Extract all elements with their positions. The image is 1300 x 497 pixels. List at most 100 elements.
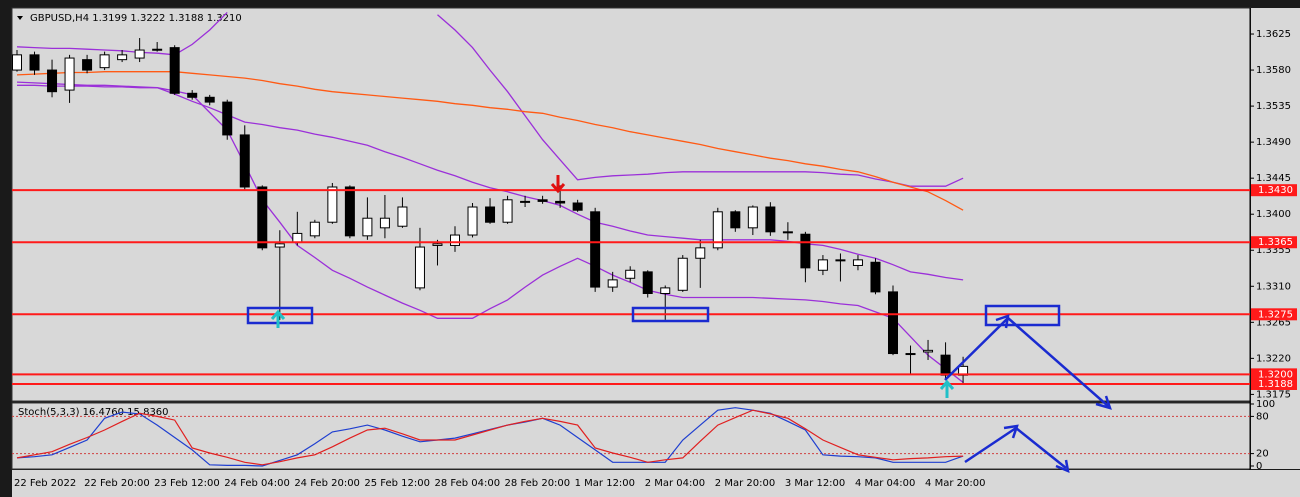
candle-body — [852, 259, 863, 266]
y-tick-label: 1.3400 — [1256, 209, 1291, 220]
candle-body — [204, 96, 215, 103]
level-tag — [1251, 308, 1297, 321]
x-tick-label: 22 Feb 2022 — [14, 478, 76, 489]
arrow-head — [995, 314, 1112, 410]
level-label: 1.3365 — [1258, 237, 1293, 248]
y-tick-label: 1.3535 — [1256, 101, 1291, 112]
candle-body — [677, 257, 688, 291]
y-tick-label: 100 — [1256, 399, 1275, 410]
plot: 1.3625 1.3580 1.3535 1.3490 1.3445 1.3400 1.33… — [12, 11, 1297, 489]
x-tick-label: 28 Feb 20:00 — [505, 478, 571, 489]
candle-body — [572, 202, 583, 211]
y-tick-label: 1.3310 — [1256, 281, 1291, 292]
candle-body — [485, 206, 496, 223]
candle-body — [835, 259, 846, 262]
candle-body — [870, 261, 881, 293]
x-tick-label: 28 Feb 04:00 — [434, 478, 500, 489]
candle-body — [537, 199, 548, 202]
candle-body — [695, 247, 706, 259]
level-label: 1.3188 — [1258, 379, 1293, 390]
stoch-title: Stoch(5,3,3) 16.4760 15.8360 — [18, 407, 169, 418]
candle-body — [47, 69, 58, 93]
candle-body — [467, 206, 478, 236]
x-tick-label: 22 Feb 20:00 — [84, 478, 150, 489]
x-tick-label: 3 Mar 12:00 — [785, 478, 845, 489]
candle-body — [923, 349, 934, 353]
candle-body — [520, 200, 531, 203]
level-label: 1.3200 — [1258, 369, 1293, 380]
candle-body — [712, 211, 723, 249]
stoch-panel — [11, 402, 1251, 470]
candle-body — [397, 206, 408, 227]
arrow-head — [1003, 424, 1070, 474]
zone-box — [984, 304, 1061, 327]
candle-body — [782, 231, 793, 234]
candle-body — [169, 47, 180, 94]
candle-body — [117, 54, 128, 61]
candle-body — [765, 206, 776, 233]
candle-body — [607, 279, 618, 288]
candle-body — [292, 232, 303, 243]
buy-arrow — [939, 379, 955, 398]
candle-body — [379, 217, 390, 229]
level-tag — [1251, 368, 1297, 381]
y-tick-label: 1.3625 — [1256, 29, 1291, 40]
level-tag — [1251, 377, 1297, 390]
candle-body — [274, 243, 285, 248]
candle-body — [29, 54, 40, 71]
candle-body — [239, 134, 250, 188]
candle-body — [309, 221, 320, 237]
x-tick-label: 24 Feb 20:00 — [294, 478, 360, 489]
candle-body — [152, 48, 163, 51]
candle-body — [222, 101, 233, 136]
candle-body — [660, 287, 671, 294]
candle-body — [327, 186, 338, 223]
candle-body — [12, 54, 22, 71]
candle-body — [134, 49, 145, 59]
y-tick-label: 1.3265 — [1256, 317, 1291, 328]
candle-body — [940, 354, 951, 376]
panel-content — [12, 11, 1250, 385]
candle-body — [64, 57, 75, 91]
x-tick-label: 25 Feb 12:00 — [364, 478, 430, 489]
x-tick-label: 23 Feb 12:00 — [154, 478, 220, 489]
candle-body — [362, 217, 373, 237]
candle-body — [344, 186, 355, 237]
y-tick-label: 0 — [1256, 461, 1262, 472]
candle-body — [99, 54, 110, 69]
level-label: 1.3275 — [1258, 309, 1293, 320]
candle-body — [257, 186, 268, 249]
y-tick-label: 1.3220 — [1256, 353, 1291, 364]
level-tag — [1251, 236, 1297, 249]
panel-content — [12, 407, 1250, 467]
x-tick-label: 24 Feb 04:00 — [224, 478, 290, 489]
level-label: 1.3430 — [1258, 185, 1293, 196]
time-axis — [12, 470, 1300, 497]
y-tick-label: 80 — [1256, 411, 1269, 422]
candle-body — [82, 59, 93, 71]
y-tick-label: 1.3355 — [1256, 245, 1291, 256]
candle-body — [730, 211, 741, 229]
y-tick-label: 1.3490 — [1256, 137, 1291, 148]
main-panel — [11, 7, 1251, 402]
y-tick-label: 1.3580 — [1256, 65, 1291, 76]
candle-body — [817, 259, 828, 271]
annotations — [246, 175, 1112, 474]
candle-body — [642, 271, 653, 294]
x-tick-label: 2 Mar 20:00 — [715, 478, 775, 489]
candle-body — [905, 353, 916, 356]
y-tick-label: 20 — [1256, 449, 1269, 460]
candle-body — [800, 233, 811, 269]
candle-body — [888, 291, 898, 355]
y-tick-label: 1.3445 — [1256, 173, 1291, 184]
candle-body — [414, 246, 425, 289]
candle-body — [625, 269, 636, 279]
x-tick-label: 4 Mar 20:00 — [925, 478, 985, 489]
buy-arrow — [270, 309, 286, 328]
y-tick-label: 1.3175 — [1256, 389, 1291, 400]
chart-title: GBPUSD,H4 1.3199 1.3222 1.3188 1.3210 — [30, 13, 242, 24]
candle-body — [502, 199, 513, 223]
indicator-line — [16, 409, 964, 466]
candle-body — [450, 234, 460, 246]
